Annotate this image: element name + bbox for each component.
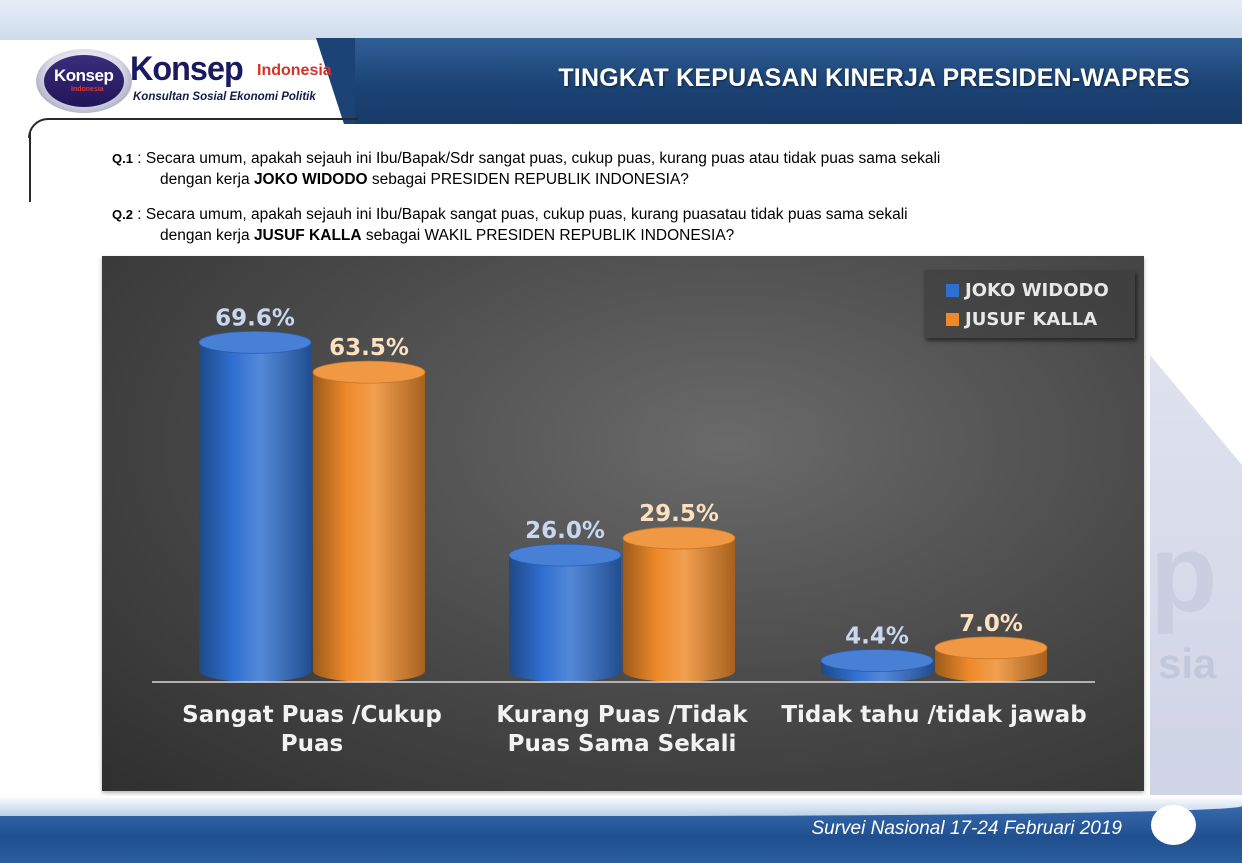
bar-joko-widodo-1 — [509, 555, 621, 682]
bar-top-joko-widodo-2 — [820, 649, 934, 672]
decorative-curve — [28, 118, 358, 138]
page-title: TINGKAT KEPUASAN KINERJA PRESIDEN-WAPRES — [558, 64, 1190, 92]
category-label: Kurang Puas /Tidak — [496, 702, 748, 728]
logo-emblem-subtext: Indonesia — [71, 86, 104, 93]
data-label: 26.0% — [525, 518, 605, 544]
category-label: Puas Sama Sekali — [508, 731, 737, 757]
data-label: 7.0% — [959, 611, 1023, 637]
logo-tagline: Konsultan Sosial Ekonomi Politik — [133, 91, 316, 103]
watermark-letter: p — [1150, 512, 1218, 635]
logo-country: Indonesia — [257, 62, 332, 79]
header-band-light — [0, 0, 1242, 40]
logo-emblem-inner — [44, 55, 124, 107]
decorative-rule — [29, 132, 31, 202]
question-2-line-2-suffix: sebagai WAKIL PRESIDEN REPUBLIK INDONESI… — [361, 227, 735, 244]
data-label: 63.5% — [329, 335, 409, 361]
question-2-subject: JUSUF KALLA — [253, 227, 362, 244]
chart-panel: 69.6% 63.5% Sangat Puas /Cukup Puas 26.0% 29.… — [102, 256, 1144, 791]
bars-layer — [198, 330, 1048, 682]
question-2-line-2: dengan kerja JUSUF KALLA sebagai WAKIL P… — [112, 225, 908, 246]
question-1-line-2: dengan kerja JOKO WIDODO sebagai PRESIDE… — [112, 169, 940, 190]
bar-top-joko-widodo-1 — [508, 543, 622, 567]
footer-band-light — [0, 796, 1242, 816]
data-label: 69.6% — [215, 305, 295, 331]
bar-jusuf-kalla-1 — [623, 538, 735, 682]
question-2-line-1: Secara umum, apakah sejauh ini Ibu/Bapak… — [145, 206, 908, 223]
footer-dot — [1151, 805, 1196, 845]
legend-label: JOKO WIDODO — [965, 279, 1109, 301]
bar-chart: 69.6% 63.5% Sangat Puas /Cukup Puas 26.0% 29.… — [152, 305, 1095, 757]
bar-jusuf-kalla-0 — [313, 372, 425, 682]
legend-item-jusuf-kalla: JUSUF KALLA — [946, 307, 1097, 331]
legend: JOKO WIDODO JUSUF KALLA — [924, 270, 1135, 338]
watermark-text: sia — [1158, 640, 1217, 687]
logo-brand-name: Konsep — [130, 50, 244, 88]
data-label: 4.4% — [845, 624, 909, 650]
category-label: Tidak tahu /tidak jawab — [781, 702, 1086, 728]
logo-emblem-text: Konsep — [54, 66, 114, 85]
question-2-separator: : — [132, 206, 146, 223]
bar-top-jusuf-kalla-0 — [312, 360, 426, 384]
question-1-subject: JOKO WIDODO — [253, 171, 368, 188]
labels-layer: 69.6% 63.5% Sangat Puas /Cukup Puas 26.0% 29.… — [182, 305, 1087, 757]
header-band — [355, 38, 1242, 124]
legend-swatch-jusuf-kalla — [946, 312, 959, 326]
question-2-number: Q.2 — [112, 207, 133, 222]
question-1-separator: : — [132, 150, 146, 167]
question-1-line-2-suffix: sebagai PRESIDEN REPUBLIK INDONESIA? — [367, 171, 689, 188]
data-label: 29.5% — [639, 501, 719, 527]
legend-label: JUSUF KALLA — [965, 308, 1098, 330]
question-2-line-2-prefix: dengan kerja — [160, 227, 254, 244]
question-1: Q.1 : Secara umum, apakah sejauh ini Ibu… — [112, 148, 940, 190]
bar-top-joko-widodo-0 — [198, 330, 312, 354]
legend-item-joko-widodo: JOKO WIDODO — [946, 278, 1109, 302]
category-label: Sangat Puas /Cukup — [182, 702, 442, 728]
category-label: Puas — [281, 731, 343, 757]
bar-top-jusuf-kalla-2 — [934, 636, 1048, 660]
question-1-line-1: Secara umum, apakah sejauh ini Ibu/Bapak… — [145, 150, 941, 167]
bar-top-jusuf-kalla-1 — [622, 526, 736, 550]
logo: Konsep Indonesia Konsep Indonesia Konsul… — [22, 38, 367, 124]
bar-joko-widodo-0 — [199, 342, 311, 682]
legend-swatch-joko-widodo — [946, 283, 959, 297]
footer-caption: Survei Nasional 17-24 Februari 2019 — [811, 818, 1122, 839]
question-1-number: Q.1 — [112, 151, 133, 166]
question-2: Q.2 : Secara umum, apakah sejauh ini Ibu… — [112, 204, 908, 246]
question-1-line-2-prefix: dengan kerja — [160, 171, 254, 188]
